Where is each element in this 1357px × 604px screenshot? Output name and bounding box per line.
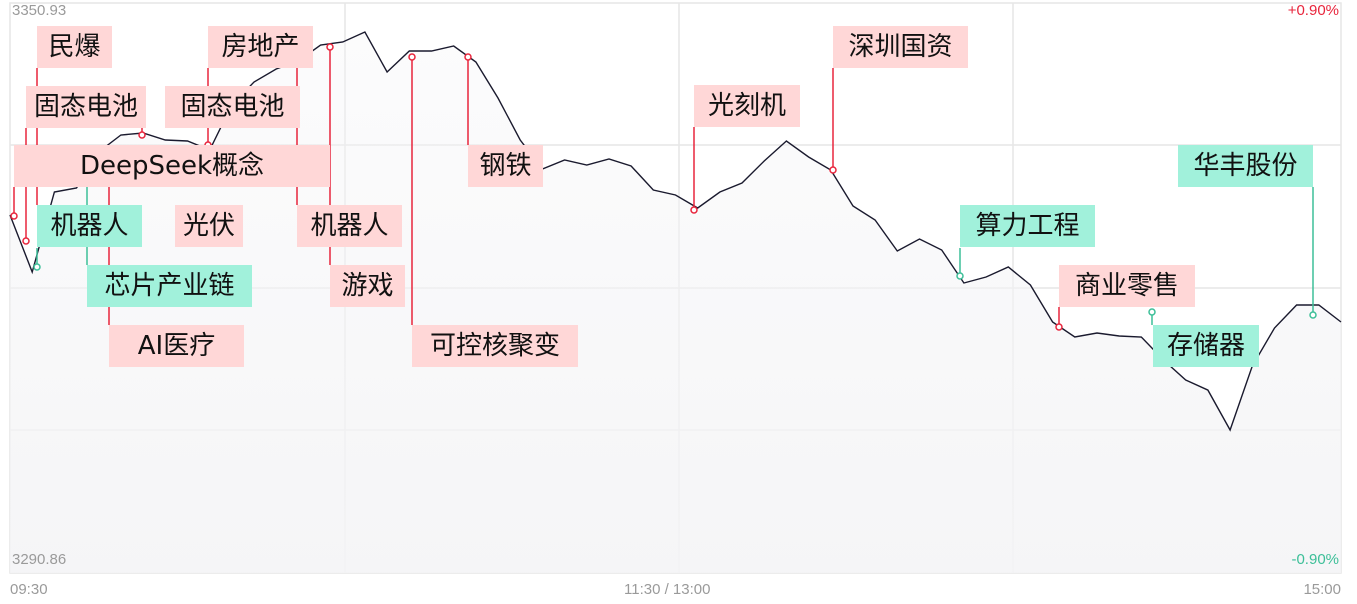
pct-top-label: +0.90% (1287, 2, 1339, 19)
annotation-label: 光刻机 (694, 85, 800, 127)
pct-bottom-label: -0.90% (1291, 551, 1339, 568)
annotation-marker (464, 53, 472, 61)
annotation-label: 机器人 (297, 205, 402, 247)
annotation-label: 固态电池 (165, 86, 300, 128)
x-tick-midday: 11:30 / 13:00 (624, 581, 711, 598)
annotation-marker (956, 272, 964, 280)
annotation-label: AI医疗 (109, 325, 244, 367)
annotation-label: 房地产 (208, 26, 313, 68)
annotation-marker (138, 131, 146, 139)
annotation-label: 民爆 (37, 26, 112, 68)
annotation-marker (408, 53, 416, 61)
annotation-label: 深圳国资 (833, 26, 968, 68)
annotation-label: 存储器 (1153, 325, 1259, 367)
annotation-label: DeepSeek概念 (14, 145, 330, 187)
annotation-marker (829, 166, 837, 174)
annotation-marker (690, 206, 698, 214)
annotation-label: 华丰股份 (1178, 145, 1313, 187)
annotation-label: 游戏 (330, 265, 405, 307)
annotation-label: 芯片产业链 (87, 265, 252, 307)
annotation-marker (33, 263, 41, 271)
annotation-label: 固态电池 (26, 86, 147, 128)
annotation-marker (1148, 308, 1156, 316)
annotation-label: 算力工程 (960, 205, 1095, 247)
annotation-label: 商业零售 (1059, 265, 1195, 307)
annotation-marker (326, 43, 334, 51)
y-bottom-label: 3290.86 (12, 551, 67, 568)
annotation-label: 可控核聚变 (412, 325, 578, 367)
annotation-label: 机器人 (37, 205, 142, 247)
area-fill (10, 32, 1341, 573)
x-tick-open: 09:30 (10, 581, 48, 598)
annotation-label: 光伏 (175, 205, 244, 247)
annotation-marker (10, 212, 18, 220)
y-top-label: 3350.93 (12, 2, 67, 19)
annotation-label: 钢铁 (468, 145, 543, 187)
x-tick-close: 15:00 (1303, 581, 1341, 598)
annotation-marker (22, 237, 30, 245)
annotation-marker (1309, 311, 1317, 319)
annotation-marker (1055, 323, 1063, 331)
